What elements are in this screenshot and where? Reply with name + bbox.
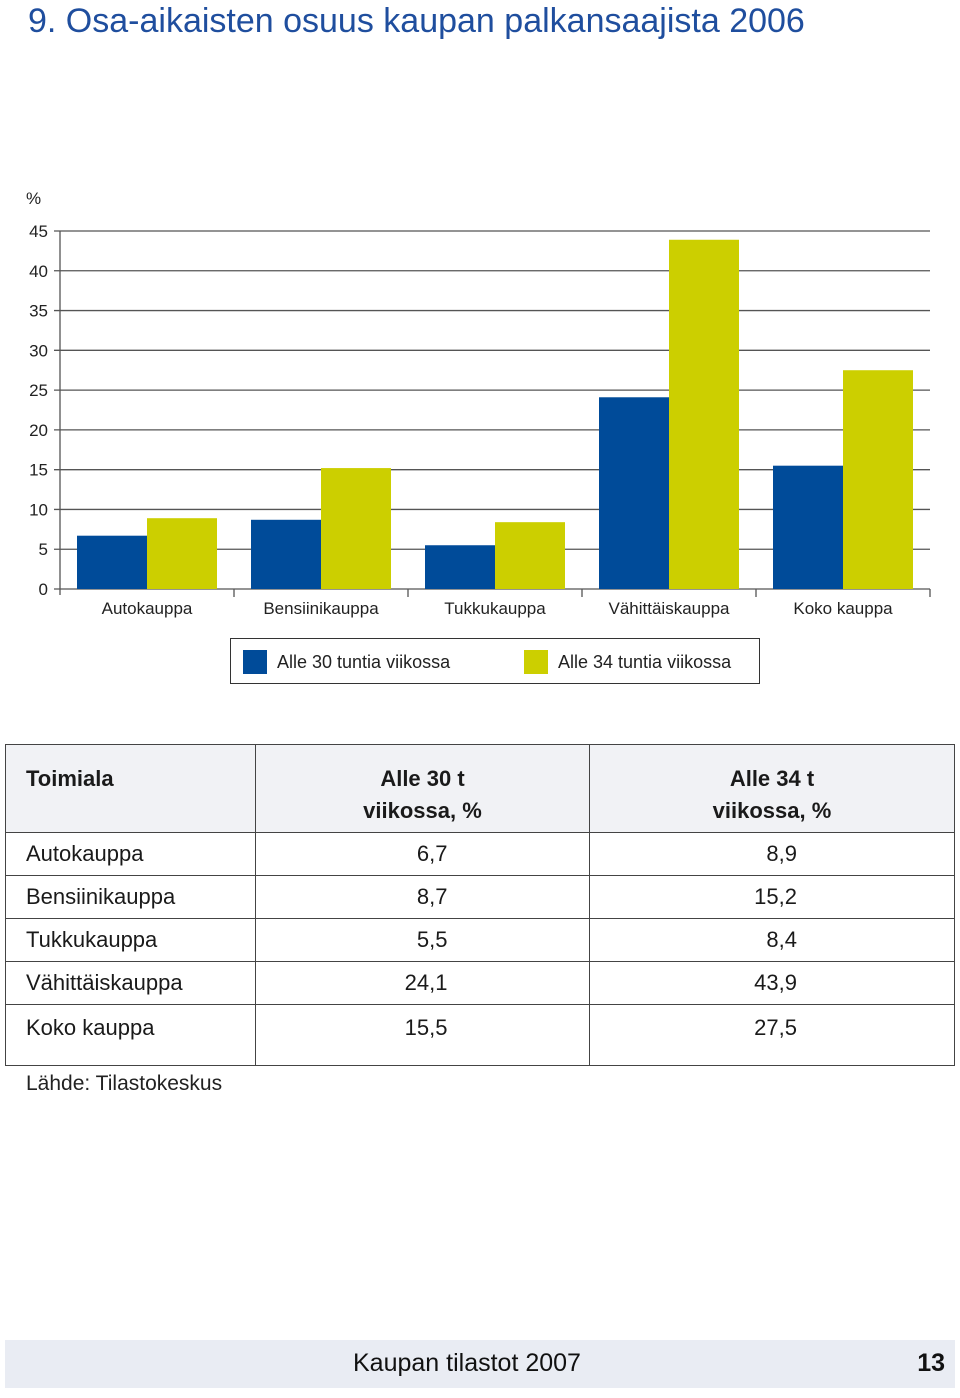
cell-toimiala: Tukkukauppa xyxy=(5,918,256,962)
y-tick-label: 40 xyxy=(29,262,48,281)
bar-series2 xyxy=(321,468,391,589)
y-tick-label: 0 xyxy=(39,580,48,599)
legend-label-series1: Alle 30 tuntia viikossa xyxy=(277,651,451,672)
table-row: Koko kauppa 15,5 27,5 xyxy=(5,1004,955,1066)
chart-legend: Alle 30 tuntia viikossa Alle 34 tuntia v… xyxy=(230,638,760,684)
x-tick-label: Vähittäiskauppa xyxy=(609,599,731,618)
y-tick-label: 25 xyxy=(29,381,48,400)
x-tick-label: Tukkukauppa xyxy=(444,599,546,618)
bar-series1 xyxy=(425,545,495,589)
cell-alle30-value: 8,7 xyxy=(416,884,448,909)
cell-alle34-value: 8,4 xyxy=(766,927,797,952)
table-row: Autokauppa 6,7 8,9 xyxy=(5,832,955,876)
header-toimiala: Toimiala xyxy=(5,744,256,833)
cell-toimiala: Koko kauppa xyxy=(5,1004,256,1066)
table-row: Vähittäiskauppa 24,1 43,9 xyxy=(5,961,955,1005)
cell-alle30: 6,7 xyxy=(255,832,590,876)
header-alle34: Alle 34 t viikossa, % xyxy=(589,744,955,833)
bar-series2 xyxy=(495,522,565,589)
cell-alle30-value: 6,7 xyxy=(416,841,448,866)
footer-page-number: 13 xyxy=(917,1349,945,1377)
data-table: Toimiala Alle 30 t viikossa, % Alle 34 t… xyxy=(5,744,955,1066)
cell-alle30: 5,5 xyxy=(255,918,590,962)
table-row: Tukkukauppa 5,5 8,4 xyxy=(5,918,955,962)
x-tick-label: Koko kauppa xyxy=(793,599,893,618)
y-tick-label: 30 xyxy=(29,341,48,360)
cell-alle34: 8,9 xyxy=(589,832,955,876)
bar-chart: % 0 5 10 15 20 25 30 35 40 45 Autokauppa Bensiinikau… xyxy=(26,189,931,618)
cell-alle30: 15,5 xyxy=(255,1004,590,1066)
footer-publication: Kaupan tilastot 2007 xyxy=(353,1349,581,1377)
source-note: Lähde: Tilastokeskus xyxy=(26,1072,223,1095)
header-toimiala-label: Toimiala xyxy=(26,766,114,791)
table-row: Bensiinikauppa 8,7 15,2 xyxy=(5,875,955,919)
cell-alle34: 8,4 xyxy=(589,918,955,962)
page-title: 9. Osa-aikaisten osuus kaupan palkansaaj… xyxy=(28,2,805,40)
header-alle30-line1: Alle 30 t xyxy=(380,766,465,791)
y-tick-label: 5 xyxy=(39,540,48,559)
cell-alle30-value: 5,5 xyxy=(416,927,448,952)
cell-alle34: 43,9 xyxy=(589,961,955,1005)
y-tick-label: 10 xyxy=(29,500,48,519)
cell-alle34: 27,5 xyxy=(589,1004,955,1066)
bar-series2 xyxy=(147,518,217,589)
cell-alle34-value: 43,9 xyxy=(754,970,797,995)
legend-swatch-series1 xyxy=(243,650,267,674)
header-alle30-line2: viikossa, % xyxy=(363,798,482,823)
legend-item-series2: Alle 34 tuntia viikossa xyxy=(524,650,731,674)
table-header-row: Toimiala Alle 30 t viikossa, % Alle 34 t… xyxy=(5,744,955,833)
x-tick-label: Autokauppa xyxy=(102,599,193,618)
bar-series2 xyxy=(669,239,739,590)
legend-item-series1: Alle 30 tuntia viikossa xyxy=(243,650,450,674)
header-alle34-line2: viikossa, % xyxy=(712,798,832,823)
cell-alle34-value: 15,2 xyxy=(754,884,797,909)
cell-alle30: 8,7 xyxy=(255,875,590,919)
bar-series1 xyxy=(77,535,147,589)
header-alle30: Alle 30 t viikossa, % xyxy=(255,744,590,833)
bar-series2 xyxy=(843,370,913,589)
x-tick-label: Bensiinikauppa xyxy=(263,599,379,618)
y-tick-label: 35 xyxy=(29,302,48,321)
cell-toimiala: Bensiinikauppa xyxy=(5,875,256,919)
cell-toimiala: Autokauppa xyxy=(5,832,256,876)
y-tick-label: 20 xyxy=(29,421,48,440)
cell-alle30-value: 15,5 xyxy=(404,1015,448,1040)
cell-alle30: 24,1 xyxy=(255,961,590,1005)
cell-alle30-value: 24,1 xyxy=(404,970,448,995)
bar-series1 xyxy=(773,465,843,589)
y-tick-label: 45 xyxy=(29,222,48,241)
cell-alle34: 15,2 xyxy=(589,875,955,919)
legend-label-series2: Alle 34 tuntia viikossa xyxy=(558,651,732,672)
bar-series1 xyxy=(251,519,321,589)
y-axis-unit-label: % xyxy=(26,189,41,208)
bar-series1 xyxy=(599,397,669,589)
page-footer: Kaupan tilastot 2007 13 xyxy=(5,1340,955,1388)
cell-toimiala: Vähittäiskauppa xyxy=(5,961,256,1005)
cell-alle34-value: 8,9 xyxy=(766,841,797,866)
legend-swatch-series2 xyxy=(524,650,548,674)
y-tick-label: 15 xyxy=(29,461,48,480)
cell-alle34-value: 27,5 xyxy=(754,1015,797,1040)
header-alle34-line1: Alle 34 t xyxy=(729,766,815,791)
